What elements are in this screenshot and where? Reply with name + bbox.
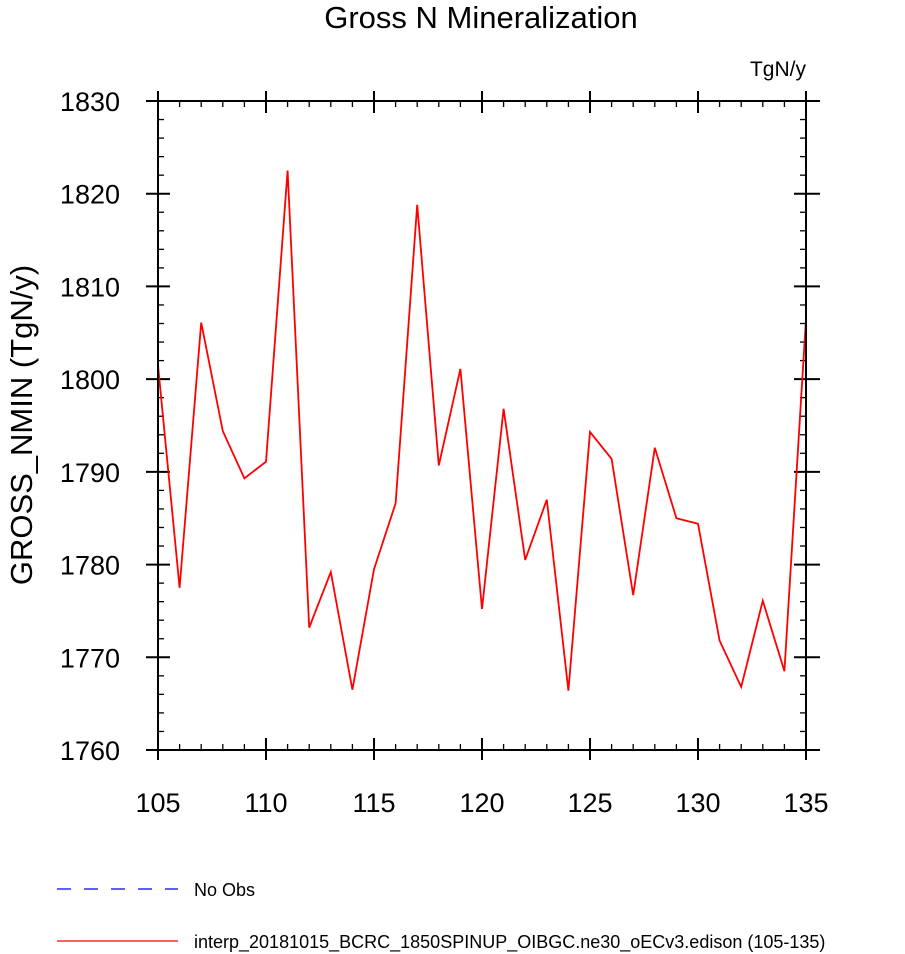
x-tick-label: 125 — [567, 788, 612, 818]
plot-frame — [157, 100, 807, 751]
series-layer — [157, 170, 807, 691]
y-tick-label: 1800 — [60, 365, 120, 395]
x-tick-label: 120 — [459, 788, 504, 818]
x-tick-label: 110 — [244, 788, 287, 818]
y-tick-labels: 1760 1770 1780 1790 1800 1810 1820 1830 — [60, 87, 120, 766]
y-tick-label: 1780 — [60, 551, 120, 581]
legend-label-no-obs: No Obs — [194, 880, 255, 900]
series-line — [157, 170, 807, 691]
x-tick-label: 135 — [783, 788, 828, 818]
y-tick-label: 1760 — [60, 736, 120, 766]
x-tick-label: 105 — [135, 788, 180, 818]
major-ticks — [146, 91, 820, 760]
y-axis-label: GROSS_NMIN (TgN/y) — [4, 265, 39, 585]
x-tick-label: 130 — [675, 788, 720, 818]
minor-ticks — [158, 101, 806, 750]
x-tick-labels: 105 110 115 120 125 130 135 — [135, 788, 828, 818]
y-tick-label: 1830 — [60, 87, 120, 117]
x-tick-label: 115 — [352, 788, 395, 818]
units-label: TgN/y — [750, 58, 807, 81]
legend: No Obs interp_20181015_BCRC_1850SPINUP_O… — [57, 880, 825, 953]
y-tick-label: 1820 — [60, 180, 120, 210]
y-tick-label: 1770 — [60, 643, 120, 673]
y-tick-label: 1810 — [60, 272, 120, 302]
y-tick-label: 1790 — [60, 458, 120, 488]
legend-label-model: interp_20181015_BCRC_1850SPINUP_OIBGC.ne… — [194, 932, 825, 953]
chart-title: Gross N Mineralization — [324, 0, 638, 35]
